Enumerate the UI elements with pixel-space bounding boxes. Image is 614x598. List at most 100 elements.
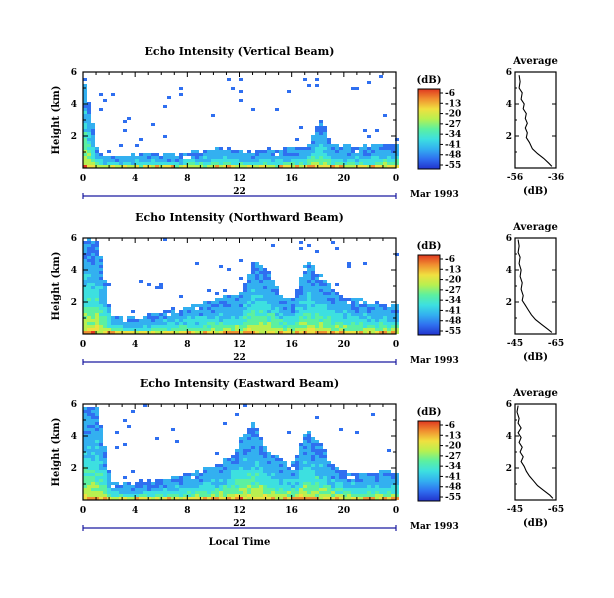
heatmap-cell	[335, 165, 339, 168]
heatmap-cell	[251, 283, 255, 286]
heatmap-cell	[91, 464, 95, 467]
heatmap-cell	[375, 331, 379, 334]
heatmap-cell	[87, 422, 91, 425]
heatmap-cell	[335, 476, 339, 479]
heatmap-cell	[83, 410, 87, 413]
heatmap-cell	[215, 479, 219, 482]
heatmap-cell	[87, 108, 91, 111]
heatmap-cell	[259, 316, 263, 319]
heatmap-cell	[163, 238, 167, 241]
heatmap-cell	[87, 434, 91, 437]
heatmap-cell	[275, 159, 279, 162]
heatmap-cell	[207, 313, 211, 316]
heatmap-cell	[195, 488, 199, 491]
heatmap-cell	[267, 307, 271, 310]
heatmap-cell	[243, 443, 247, 446]
colorbar-tick-label: -6	[445, 421, 455, 431]
heatmap-cell	[179, 476, 183, 479]
heatmap-cell	[131, 331, 135, 334]
heatmap-cell	[323, 467, 327, 470]
heatmap-cell	[267, 156, 271, 159]
heatmap-cell	[239, 150, 243, 153]
heatmap-cell	[223, 153, 227, 156]
heatmap-cell	[99, 494, 103, 497]
heatmap-cell	[327, 153, 331, 156]
heatmap-cell	[243, 455, 247, 458]
heatmap-cell	[83, 78, 87, 81]
heatmap-cell	[351, 310, 355, 313]
heatmap-cell	[115, 446, 119, 449]
y-tick-label: 6	[71, 68, 77, 78]
heatmap-cell	[203, 150, 207, 153]
heatmap-cell	[251, 443, 255, 446]
heatmap-cell	[343, 470, 347, 473]
heatmap-cell	[359, 479, 363, 482]
heatmap-cell	[151, 494, 155, 497]
heatmap-cell	[267, 497, 271, 500]
heatmap-cell	[267, 271, 271, 274]
heatmap-cell	[87, 437, 91, 440]
heatmap-cell	[167, 482, 171, 485]
heatmap-cell	[155, 159, 159, 162]
heatmap-cell	[347, 325, 351, 328]
heatmap-cell	[299, 156, 303, 159]
heatmap-cell	[203, 328, 207, 331]
heatmap-cell	[335, 488, 339, 491]
heatmap-cell	[287, 298, 291, 301]
heatmap-cell	[235, 452, 239, 455]
heatmap-cell	[395, 473, 399, 476]
heatmap-cell	[355, 87, 359, 90]
heatmap-cell	[179, 319, 183, 322]
heatmap-cell	[135, 488, 139, 491]
heatmap-cell	[283, 301, 287, 304]
heatmap-cell	[91, 153, 95, 156]
heatmap-cell	[155, 286, 159, 289]
heatmap-cell	[251, 467, 255, 470]
heatmap-cell	[299, 310, 303, 313]
heatmap-cell	[287, 319, 291, 322]
heatmap-cell	[283, 331, 287, 334]
colorbar-unit: (dB)	[417, 407, 442, 418]
heatmap-cell	[291, 307, 295, 310]
heatmap-cell	[319, 120, 323, 123]
heatmap-cell	[319, 138, 323, 141]
heatmap-cell	[327, 331, 331, 334]
heatmap-cell	[175, 313, 179, 316]
heatmap-cell	[383, 313, 387, 316]
heatmap-cell	[179, 491, 183, 494]
heatmap-cell	[263, 271, 267, 274]
heatmap-cell	[303, 328, 307, 331]
heatmap-cell	[87, 144, 91, 147]
heatmap-cell	[227, 268, 231, 271]
heatmap-cell	[355, 319, 359, 322]
heatmap-cell	[331, 485, 335, 488]
heatmap-cell	[211, 322, 215, 325]
heatmap-cell	[251, 310, 255, 313]
heatmap-cell	[115, 482, 119, 485]
heatmap-cell	[247, 431, 251, 434]
heatmap-cell	[171, 428, 175, 431]
heatmap-cell	[91, 440, 95, 443]
heatmap-cell	[235, 497, 239, 500]
heatmap-cell	[307, 165, 311, 168]
heatmap-cell	[155, 479, 159, 482]
heatmap-cell	[83, 304, 87, 307]
heatmap-cell	[279, 156, 283, 159]
heatmap-cell	[247, 292, 251, 295]
heatmap-cell	[331, 156, 335, 159]
heatmap-cell	[371, 476, 375, 479]
heatmap-cell	[155, 482, 159, 485]
heatmap-cell	[235, 461, 239, 464]
heatmap-cell	[259, 265, 263, 268]
heatmap-cell	[271, 482, 275, 485]
heatmap-cell	[351, 301, 355, 304]
heatmap-cell	[95, 289, 99, 292]
heatmap-cell	[179, 295, 183, 298]
heatmap-cell	[199, 488, 203, 491]
heatmap-cell	[99, 497, 103, 500]
heatmap-cell	[203, 491, 207, 494]
heatmap-cell	[207, 325, 211, 328]
heatmap-cell	[183, 479, 187, 482]
heatmap-cell	[319, 325, 323, 328]
heatmap-cell	[91, 322, 95, 325]
